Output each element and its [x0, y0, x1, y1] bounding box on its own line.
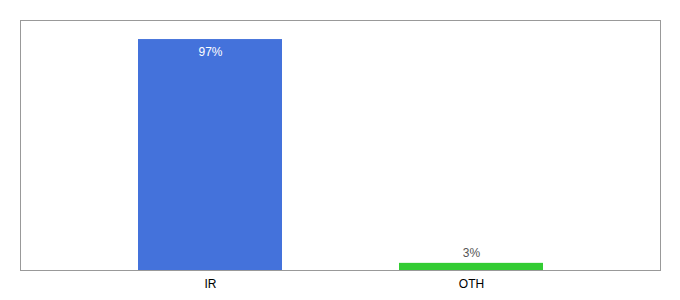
svg-text:IR: IR: [205, 277, 217, 291]
svg-text:97%: 97%: [198, 45, 222, 59]
svg-text:3%: 3%: [463, 246, 481, 260]
svg-text:OTH: OTH: [459, 277, 484, 291]
